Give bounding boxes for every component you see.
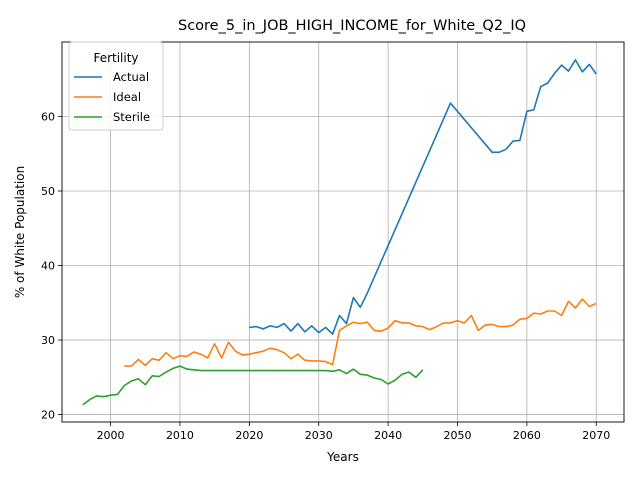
plot-frame — [61, 41, 625, 423]
legend-title: Fertility — [93, 51, 138, 65]
x-tick-label: 2020 — [235, 429, 263, 442]
x-tick-label: 2010 — [166, 429, 194, 442]
legend-label-ideal: Ideal — [113, 90, 141, 104]
x-tick-label: 2040 — [374, 429, 402, 442]
grid — [62, 42, 624, 422]
chart-title: Score_5_in_JOB_HIGH_INCOME_for_White_Q2_… — [178, 18, 526, 34]
legend-label-sterile: Sterile — [113, 110, 150, 124]
y-tick-label: 30 — [41, 334, 55, 347]
x-axis-label: Years — [326, 450, 359, 464]
legend-label-actual: Actual — [113, 70, 149, 84]
x-tick-label: 2050 — [443, 429, 471, 442]
legend: Fertility Actual Ideal Sterile — [68, 41, 164, 131]
y-tick-label: 60 — [41, 111, 55, 124]
series-line-ideal — [124, 298, 597, 367]
legend-entries: Actual Ideal Sterile — [74, 70, 150, 124]
legend-box — [68, 41, 164, 131]
x-tick-label: 2060 — [513, 429, 541, 442]
y-tick-label: 50 — [41, 185, 55, 198]
y-tick-label: 40 — [41, 260, 55, 273]
x-tick-label: 2030 — [305, 429, 333, 442]
y-axis-label: % of White Population — [13, 166, 27, 298]
series-line-actual — [249, 59, 597, 335]
x-tick-label: 2070 — [582, 429, 610, 442]
series-lines — [82, 59, 597, 406]
y-tick-label: 20 — [41, 409, 55, 422]
series-line-sterile — [82, 365, 424, 406]
x-tick-label: 2000 — [97, 429, 125, 442]
axis-ticks: 2000 2010 2020 2030 2040 2050 2060 207020304050… — [41, 111, 610, 442]
